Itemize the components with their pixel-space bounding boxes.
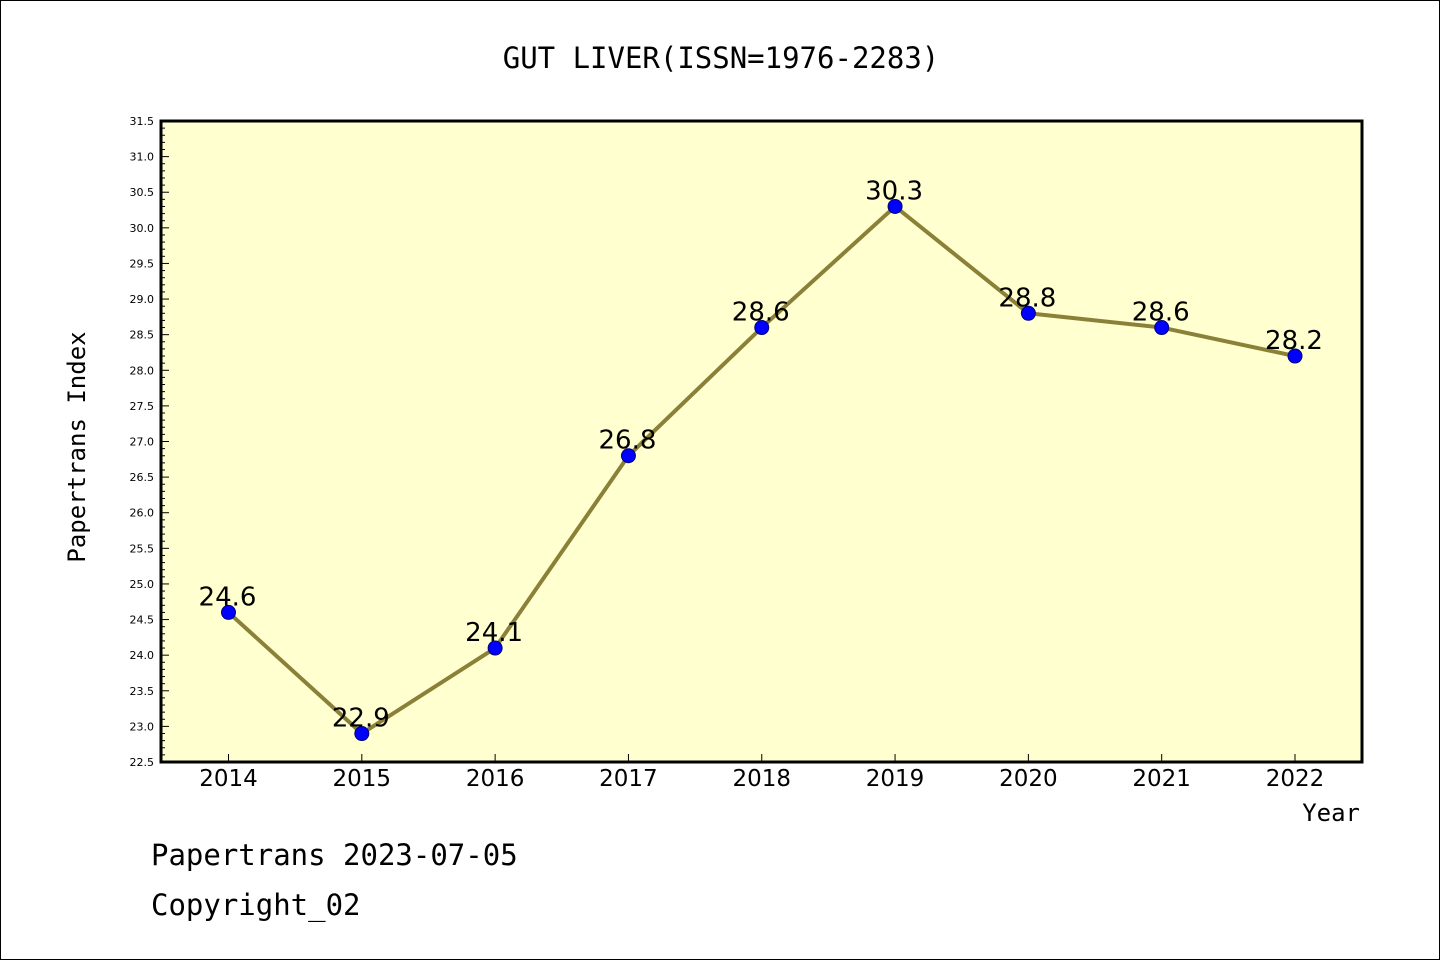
x-tick-label: 2021 (1132, 766, 1191, 792)
plot-area (159, 119, 1364, 764)
data-point (1020, 305, 1036, 321)
footer-copyright: Copyright_02 (151, 888, 361, 923)
y-tick-label: 29.5 (130, 257, 155, 270)
y-tick-label: 29.0 (130, 293, 155, 306)
x-tick-label: 2020 (999, 766, 1058, 792)
x-tick-label: 2019 (866, 766, 925, 792)
data-point (1287, 348, 1303, 364)
x-tick-label: 2015 (333, 766, 392, 792)
data-label: 28.8 (998, 283, 1056, 313)
y-tick-label: 26.0 (130, 507, 155, 520)
y-tick-label: 30.0 (130, 222, 155, 235)
data-point (487, 640, 503, 656)
y-tick-label: 23.5 (130, 685, 155, 698)
chart-title: GUT LIVER(ISSN=1976-2283) (503, 41, 940, 75)
x-tick-label: 2022 (1266, 766, 1325, 792)
x-tick-label: 2016 (466, 766, 525, 792)
y-tick-label: 24.0 (130, 649, 155, 662)
data-point (221, 604, 236, 620)
data-label: 22.9 (332, 704, 390, 734)
data-label: 24.1 (465, 618, 523, 648)
data-label: 24.6 (199, 582, 257, 612)
data-point (620, 448, 636, 464)
y-axis-ticks: 22.5 23.0 23.5 24.0 24.5 25.0 25.5 26.0 26.5 27.0… (130, 115, 169, 769)
y-tick-label: 26.5 (130, 471, 155, 484)
data-label: 28.6 (732, 298, 790, 328)
y-tick-label: 28.5 (130, 329, 155, 342)
x-tick-label: 2014 (199, 766, 258, 792)
series-layer: 24.6 22.9 24.1 26.8 28.6 30.3 28.8 28.6 28.2 (199, 176, 1323, 742)
y-tick-label: 31.5 (130, 115, 155, 128)
y-tick-label: 27.0 (130, 436, 155, 449)
y-tick-label: 31.0 (130, 151, 155, 164)
data-label: 26.8 (598, 426, 656, 456)
data-label: 28.6 (1132, 298, 1190, 328)
x-axis-ticks: 2014 2015 2016 2017 2018 2019 2020 2021 2022 (199, 754, 1324, 792)
y-tick-label: 25.5 (130, 542, 155, 555)
data-point (354, 726, 370, 742)
y-axis-label: Papertrans Index (63, 331, 91, 562)
y-tick-label: 27.5 (130, 400, 155, 413)
y-tick-label: 22.5 (130, 756, 155, 769)
y-tick-label: 28.0 (130, 364, 155, 377)
y-tick-label: 24.5 (130, 614, 155, 627)
x-axis-label: Year (1302, 799, 1360, 827)
data-point (754, 320, 770, 336)
y-tick-label: 23.0 (130, 720, 155, 733)
y-tick-label: 25.0 (130, 578, 155, 591)
x-tick-label: 2018 (732, 766, 791, 792)
data-point (887, 198, 903, 214)
data-label: 30.3 (865, 176, 923, 206)
data-point (1154, 320, 1170, 336)
x-tick-label: 2017 (599, 766, 658, 792)
footer-date: Papertrans 2023-07-05 (151, 838, 518, 872)
data-label: 28.2 (1265, 326, 1323, 356)
y-tick-label: 30.5 (130, 186, 155, 199)
